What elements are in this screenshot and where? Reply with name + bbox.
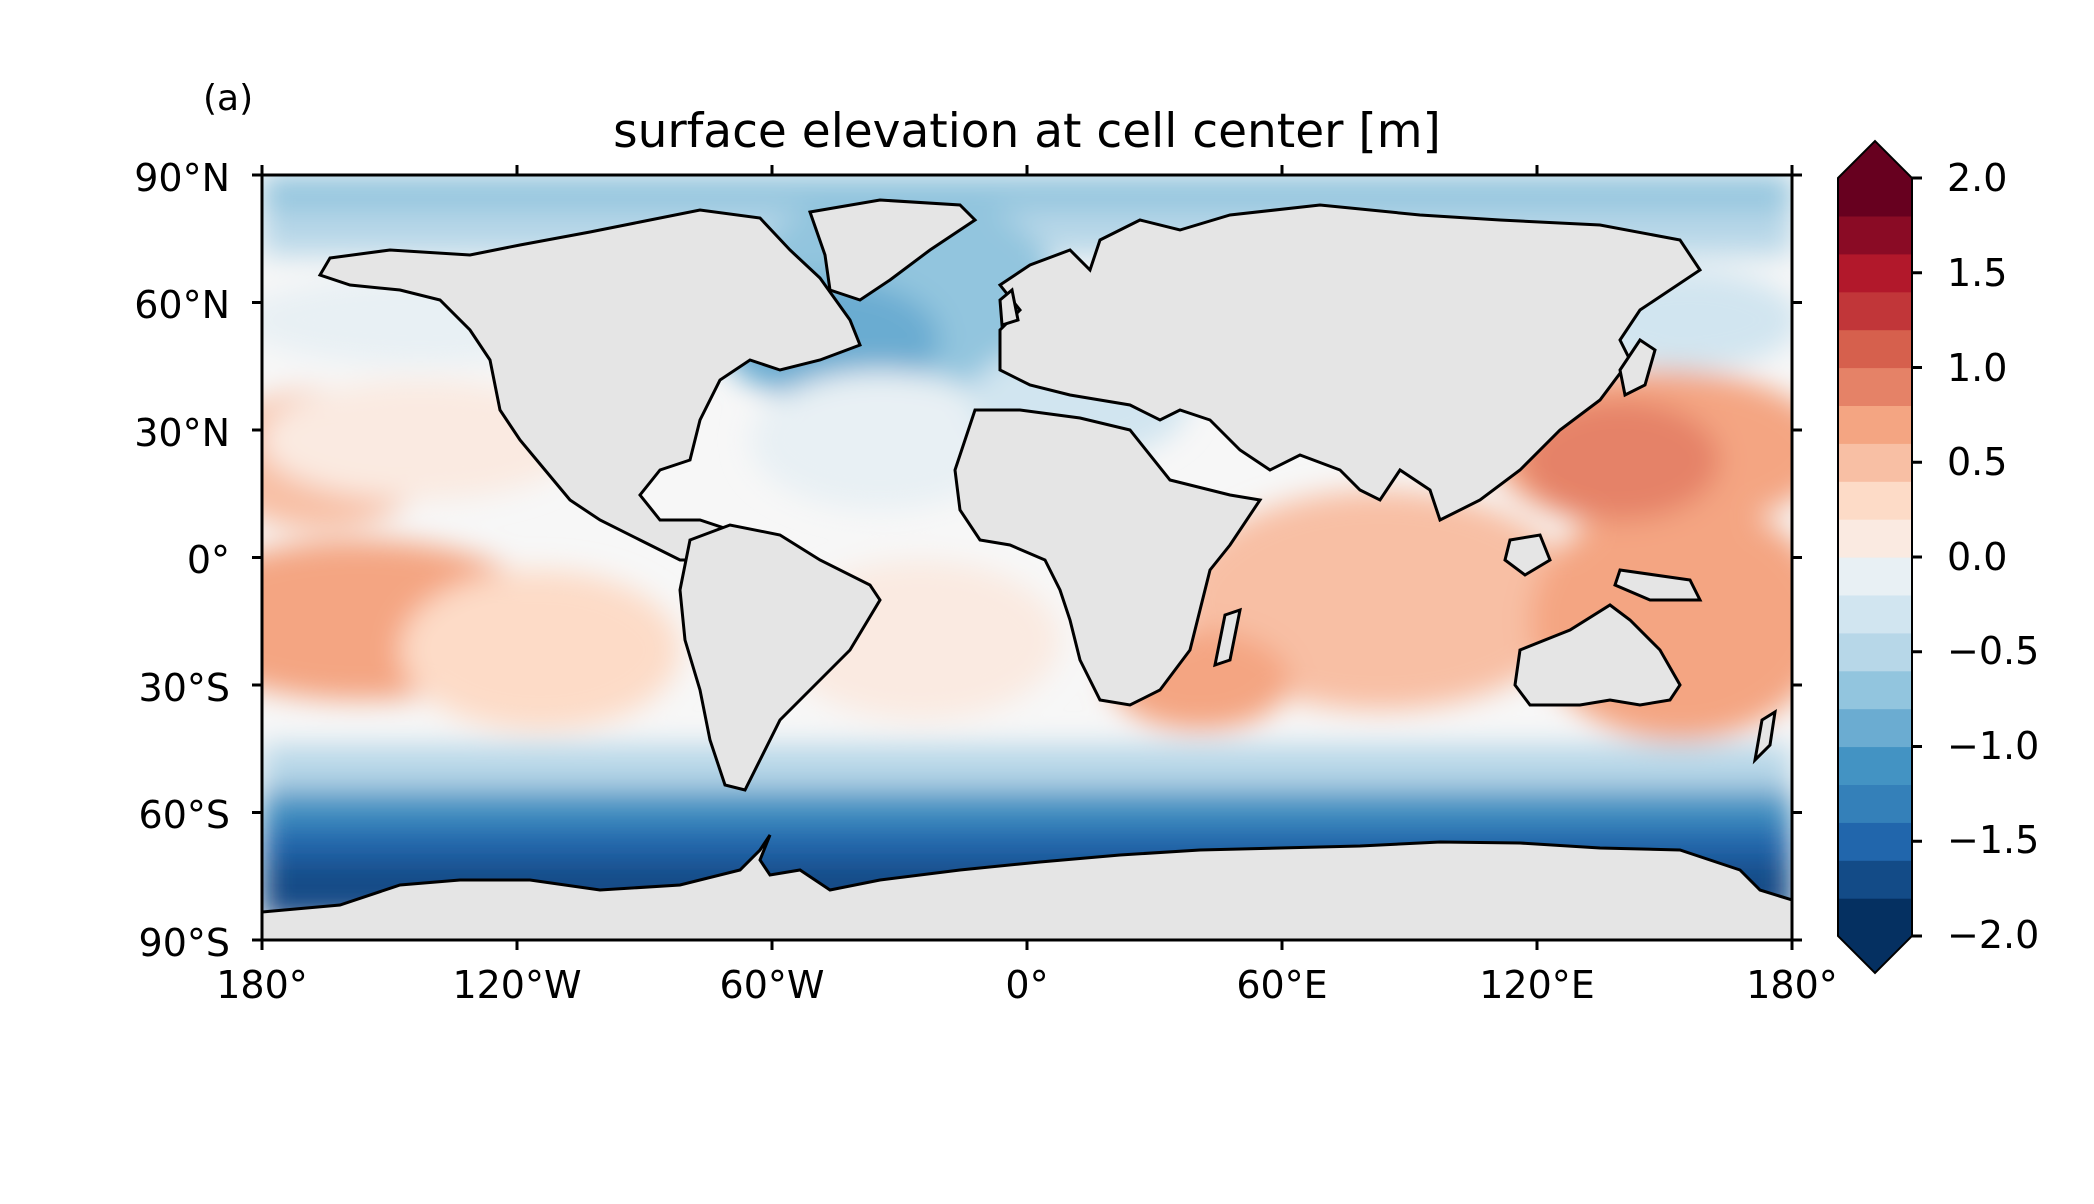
australia bbox=[1513, 603, 1682, 707]
colorbar-band bbox=[1838, 746, 1912, 785]
colorbar-tick-label: −1.0 bbox=[1947, 724, 2040, 768]
colorbar-band bbox=[1838, 670, 1912, 710]
colorbar-band bbox=[1838, 557, 1912, 596]
lat-tick-label: 30°N bbox=[134, 411, 230, 455]
colorbar-tick-label: −1.5 bbox=[1947, 818, 2040, 862]
colorbar-tick-label: 0.0 bbox=[1947, 535, 2008, 579]
colorbar-band bbox=[1838, 367, 1912, 406]
colorbar-tick-label: 1.0 bbox=[1947, 346, 2008, 390]
colorbar-band bbox=[1838, 708, 1912, 748]
colorbar-band bbox=[1838, 898, 1912, 937]
lon-tick-label: 120°W bbox=[452, 963, 582, 1007]
lat-tick-label: 60°N bbox=[134, 283, 230, 327]
lon-tick-label: 180° bbox=[216, 963, 308, 1007]
uk bbox=[998, 287, 1020, 327]
new-guinea bbox=[1613, 568, 1703, 602]
colorbar-extend-max bbox=[1838, 141, 1912, 178]
lat-tick-label: 60°S bbox=[138, 793, 230, 837]
colorbar-band bbox=[1838, 178, 1912, 217]
colorbar-band bbox=[1838, 784, 1912, 823]
new-zealand bbox=[1752, 709, 1777, 765]
colorbar bbox=[1837, 139, 1922, 975]
colorbar-band bbox=[1838, 594, 1912, 634]
colorbar-band bbox=[1838, 481, 1912, 520]
colorbar-band bbox=[1838, 632, 1912, 672]
lon-tick-label: 180° bbox=[1746, 963, 1838, 1007]
lat-tick-label: 0° bbox=[186, 538, 230, 582]
colorbar-tick-label: −2.0 bbox=[1947, 913, 2040, 957]
colorbar-tick-label: 1.5 bbox=[1947, 251, 2008, 295]
colorbar-band bbox=[1838, 291, 1912, 331]
lat-tick-label: 90°N bbox=[134, 156, 230, 200]
tick-marks bbox=[252, 165, 1802, 950]
colorbar-band bbox=[1838, 860, 1912, 899]
panel-label: (a) bbox=[203, 78, 254, 119]
lon-tick-label: 60°E bbox=[1236, 963, 1328, 1007]
colorbar-extend-min bbox=[1838, 936, 1912, 973]
colorbar-band bbox=[1838, 443, 1912, 482]
land bbox=[262, 198, 1792, 940]
colorbar-tick-label: −0.5 bbox=[1947, 629, 2040, 673]
lon-tick-label: 120°E bbox=[1479, 963, 1595, 1007]
map-title: surface elevation at cell center [m] bbox=[613, 104, 1441, 159]
colorbar-band bbox=[1838, 822, 1912, 861]
lon-tick-label: 60°W bbox=[719, 963, 825, 1007]
borneo bbox=[1503, 533, 1552, 577]
greenland bbox=[808, 198, 978, 302]
colorbar-tick-label: 0.5 bbox=[1947, 440, 2008, 484]
north-america bbox=[317, 208, 862, 562]
colorbar-tick-label: 2.0 bbox=[1947, 156, 2008, 200]
south-america bbox=[678, 523, 882, 792]
lon-tick-label: 0° bbox=[1005, 963, 1049, 1007]
lat-tick-label: 90°S bbox=[138, 921, 230, 965]
colorbar-band bbox=[1838, 519, 1912, 558]
lat-tick-label: 30°S bbox=[138, 666, 230, 710]
colorbar-band bbox=[1838, 253, 1912, 293]
colorbar-band bbox=[1838, 329, 1912, 369]
colorbar-band bbox=[1838, 405, 1912, 444]
japan bbox=[1618, 337, 1657, 398]
eurasia bbox=[997, 203, 1703, 523]
colorbar-band bbox=[1838, 215, 1912, 255]
africa bbox=[953, 408, 1263, 707]
antarctica bbox=[262, 834, 1792, 940]
madagascar bbox=[1213, 607, 1242, 668]
